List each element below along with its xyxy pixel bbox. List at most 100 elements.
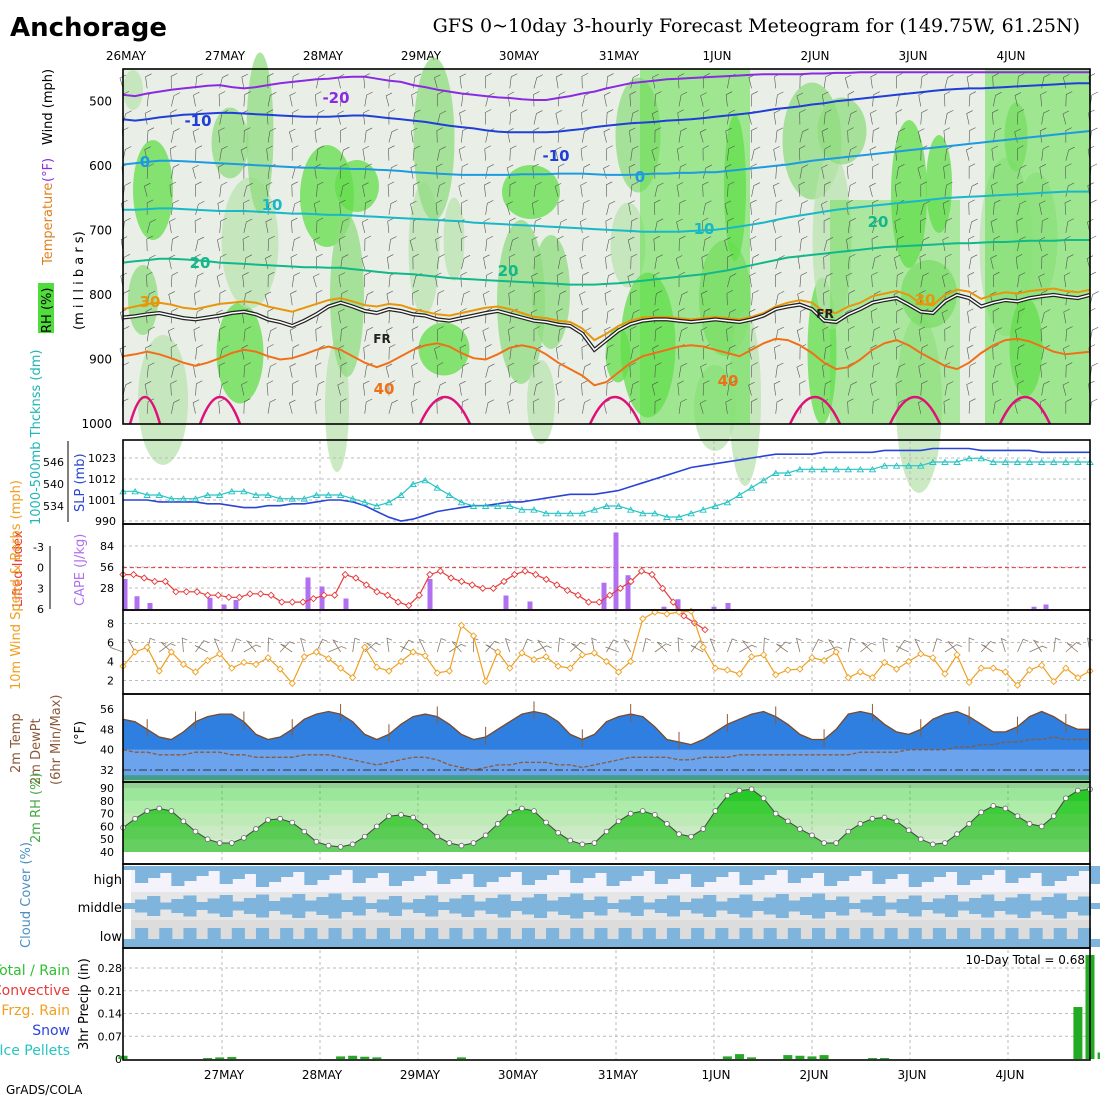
wind-barb: [1089, 199, 1097, 215]
wind-barb: [993, 363, 1002, 378]
date-bottom-label: 30MAY: [498, 1068, 539, 1082]
wind-barb: [654, 643, 672, 653]
contour-label: 10: [694, 220, 715, 238]
wind-barb: [920, 109, 928, 125]
wind-barb: [388, 380, 396, 396]
cloud-high-bar: [1065, 866, 1079, 876]
wind-barb: [582, 271, 589, 288]
wind-barb: [436, 91, 444, 107]
wind-barb: [146, 272, 153, 288]
rh-point: [966, 821, 972, 827]
thickness-point: [892, 462, 901, 469]
wind-barb: [533, 74, 543, 89]
wind-speed-point: [397, 657, 405, 666]
lifted-index-point: [341, 570, 349, 579]
wind-barb: [316, 638, 328, 653]
cloud-high-bar: [594, 866, 608, 873]
lifted-index-point: [405, 601, 413, 610]
wind-barb: [627, 236, 635, 252]
lifted-index-point: [214, 591, 222, 599]
wind-barb: [436, 110, 447, 125]
cloud-middle-bar: [739, 894, 753, 918]
rh-point: [204, 836, 211, 842]
wind-barb: [340, 218, 349, 233]
wind-barb: [677, 380, 684, 396]
wind-barb: [436, 182, 446, 197]
lifted-index-point: [510, 570, 519, 579]
temperature-unit-label: (°F): [41, 158, 56, 182]
lifted-index-axis-label: Lifted Index: [11, 530, 26, 607]
wind-axis-label: 10m Wind Speed & Barbs (mph): [9, 480, 24, 690]
cloud-middle-bar: [268, 901, 282, 911]
wind-speed-point: [639, 615, 647, 623]
cloud-middle-bar: [1053, 893, 1067, 919]
wind-barb: [291, 217, 298, 233]
cape-bar: [343, 598, 349, 609]
cloud-low-bar: [618, 928, 632, 947]
wind-barb: [243, 644, 262, 653]
wind-barb: [630, 253, 638, 270]
cloud-middle-bar: [255, 894, 270, 918]
wind-barb: [144, 381, 152, 396]
wind-speed-point: [203, 656, 212, 665]
wind-speed-point: [349, 674, 357, 682]
cloud-high-bar: [195, 866, 209, 876]
wind-barb: [213, 638, 221, 653]
cloud-middle-bar: [328, 893, 342, 919]
lifted-index-point: [616, 584, 624, 592]
wind-barb: [623, 638, 632, 653]
wind-speed-point: [590, 649, 599, 657]
wind-barb: [654, 127, 662, 143]
wind-barb: [289, 399, 296, 414]
cloud-middle-bar: [993, 901, 1007, 911]
cloud-middle-bar: [630, 896, 644, 916]
date-bottom-label: 27MAY: [204, 1068, 245, 1082]
wind-barb: [821, 164, 828, 179]
lifted-index-point: [680, 612, 688, 620]
thickness-point: [506, 502, 514, 509]
thickness-point: [771, 469, 780, 476]
rh-point: [567, 837, 574, 844]
wind-barb: [410, 127, 418, 143]
rh-point: [712, 808, 719, 814]
wind-barb: [775, 91, 784, 107]
wind-barb: [508, 290, 515, 306]
cloud-low-bar: [413, 939, 427, 947]
cloud-low-bar: [328, 928, 342, 947]
wind-barb: [1089, 235, 1097, 252]
wind-barb: [458, 146, 466, 161]
cloud-layer-label: high: [94, 873, 122, 888]
wind-barb: [1089, 163, 1098, 179]
cloud-low-bar: [449, 928, 463, 947]
wind-speed-point: [143, 643, 151, 651]
cape-bar: [221, 604, 227, 609]
wind-barb: [243, 182, 253, 197]
cloud-middle-bar: [896, 899, 910, 913]
cloud-low-bar: [642, 928, 656, 947]
wind-barb: [315, 326, 322, 342]
cloud-low-bar: [388, 939, 403, 947]
rh-point: [579, 841, 586, 848]
lifted-index-point: [489, 584, 498, 592]
wind-barb: [557, 326, 566, 342]
wind-barb: [581, 109, 588, 125]
cloud-high-bar: [848, 866, 862, 876]
wind-barb: [724, 164, 732, 179]
wind-speed-point: [167, 648, 175, 656]
cloud-low-bar: [1029, 928, 1043, 947]
lifted-index-point: [235, 593, 244, 601]
precip-tick-label: 0.14: [98, 1008, 123, 1021]
wind-barb: [702, 164, 712, 179]
wind-barb: [195, 181, 202, 197]
wind-barb: [678, 235, 686, 252]
cloud-high-bar: [872, 866, 886, 884]
wind-speed-point: [288, 679, 296, 687]
wind-barb: [352, 637, 361, 653]
lifted-index-point: [659, 584, 667, 592]
thickness-point: [602, 502, 611, 509]
wind-barb: [751, 218, 760, 233]
wind-barb: [109, 646, 124, 653]
cloud-middle-bar: [473, 901, 487, 911]
wind-barb: [630, 181, 639, 197]
wind-barb: [968, 199, 975, 215]
